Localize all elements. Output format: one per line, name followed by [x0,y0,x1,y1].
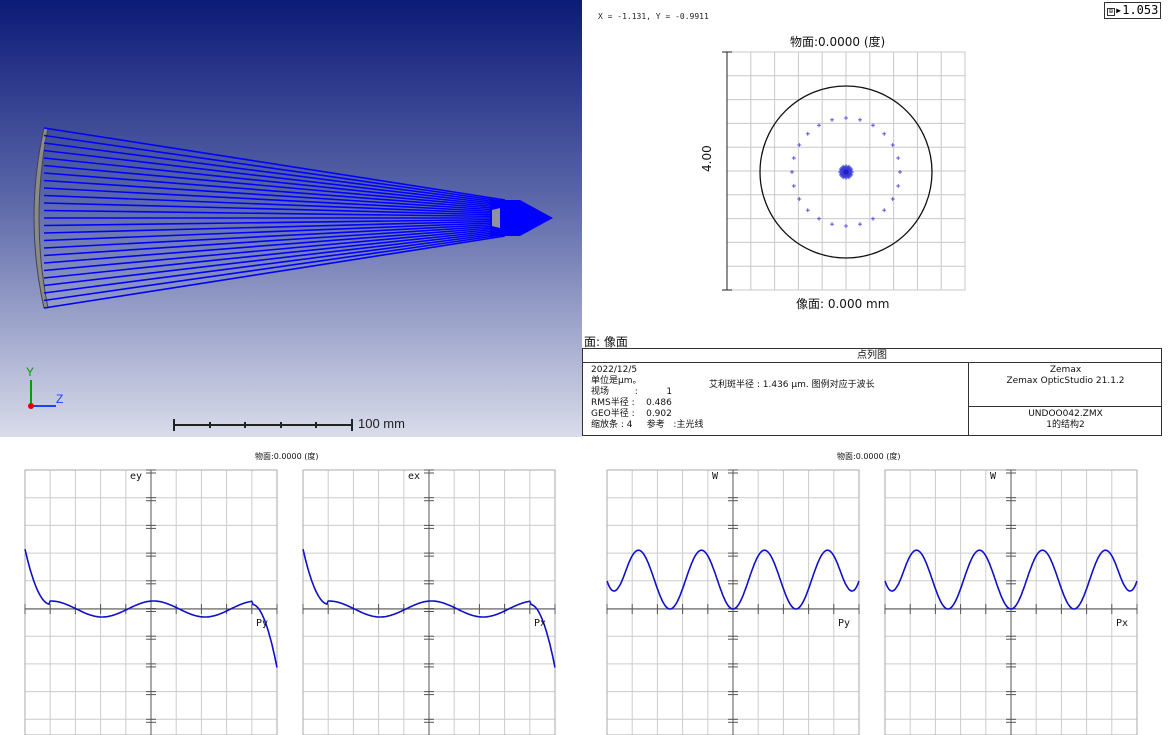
info-field: 视场 : 1 [591,387,673,397]
zoom-icon: ⊞ [1107,8,1115,16]
ray-layout-drawing: Y Z [26,127,553,431]
info-product: Zemax Zemax OpticStudio 21.1.2 UNDOO042.… [968,363,1162,435]
fan-graph [884,469,1138,735]
zoom-control[interactable]: ⊞ ▸1.053 [1104,2,1161,19]
opd-fan-window[interactable]: 物面:0.0000 (度) W Py W Px [582,437,1176,735]
info-airy: 艾利斑半径 : 1.436 μm. 图例对应于波长 [709,380,875,390]
ray-line [43,218,506,227]
spot-plot [722,51,966,291]
product-name: Zemax [1049,365,1082,375]
spot-title: 物面:0.0000 (度) [790,35,886,49]
info-geo: GEO半径 : 0.902 [591,409,672,419]
ray-fan-py-label: Py [256,618,269,629]
fan-curve [24,549,278,668]
info-scale: 缩放条 : 4 参考 :主光线 [591,420,704,430]
fan-curve [302,549,556,668]
info-header: 点列图 [583,349,1161,363]
ray-line [43,224,506,257]
opd-fan-title: 物面:0.0000 (度) [837,452,901,461]
info-date: 2022/12/5 [591,365,638,375]
fan-curve [884,549,1138,610]
ray-fan-window[interactable]: 物面:0.0000 (度) ey Py ex Px [0,437,582,735]
ray-fan-title: 物面:0.0000 (度) [255,452,319,461]
ray-fan-ex-label: ex [408,471,421,482]
surface-label: 面: 像面 [584,335,628,349]
ray-line [43,194,506,215]
product-version: Zemax OpticStudio 21.1.2 [1006,376,1125,386]
ray-line [43,164,506,209]
3d-layout-view[interactable]: Y Z 100 mm [0,0,582,437]
opd-fan-w-label-left: W [712,471,719,482]
ray-fan-plot [24,469,556,735]
ray-line [43,232,506,294]
scale-bar-label: 100 mm [358,416,405,431]
ray-line [43,179,506,212]
info-rms: RMS半径 : 0.486 [591,398,672,408]
opd-fan-plot [606,469,1138,735]
image-plane-label: 像面: 0.000 mm [796,297,890,311]
ray-line [43,221,506,242]
ray-line [43,226,506,264]
ray-line [43,142,506,204]
ray-line [43,134,506,203]
ray-line [43,157,506,207]
ray-line [43,220,506,234]
fan-graph [24,469,278,735]
ray-line [43,233,506,302]
ray-line [43,230,506,287]
axis-y-label: Y [26,365,34,379]
fan-curve [606,549,860,610]
ray-line [43,235,506,309]
opd-fan-py-label: Py [838,618,851,629]
opd-fan-w-label-right: W [990,471,997,482]
cursor-coordinates: X = -1.131, Y = -0.9911 [598,12,709,21]
ray-line [43,127,506,201]
ray-line [43,172,506,210]
info-units: 单位是μm。 [591,376,642,386]
spot-info-box: 点列图 2022/12/5 单位是μm。 视场 : 1 RMS半径 : 0.48… [582,348,1162,436]
opd-fan-px-label: Px [1116,618,1129,629]
ray-line [43,223,506,249]
ray-line [43,229,506,279]
ray-line [43,202,506,216]
fan-graph [606,469,860,735]
axis-z-label: Z [56,392,63,406]
file-name: UNDOO042.ZMX [1028,409,1103,419]
info-details: 2022/12/5 单位是μm。 视场 : 1 RMS半径 : 0.486 GE… [591,365,703,431]
ray-line [43,149,506,206]
config-label: 1的结构2 [1046,420,1085,430]
ray-fan-px-label: Px [534,618,547,629]
ray-fan-ey-label: ey [130,471,143,482]
ray-line [43,227,506,272]
ray-line [43,209,506,218]
spot-diagram-window[interactable]: X = -1.131, Y = -0.9911 ⊞ ▸1.053 物面:0.000… [582,0,1176,437]
ray-line [43,187,506,213]
fan-graph [302,469,556,735]
